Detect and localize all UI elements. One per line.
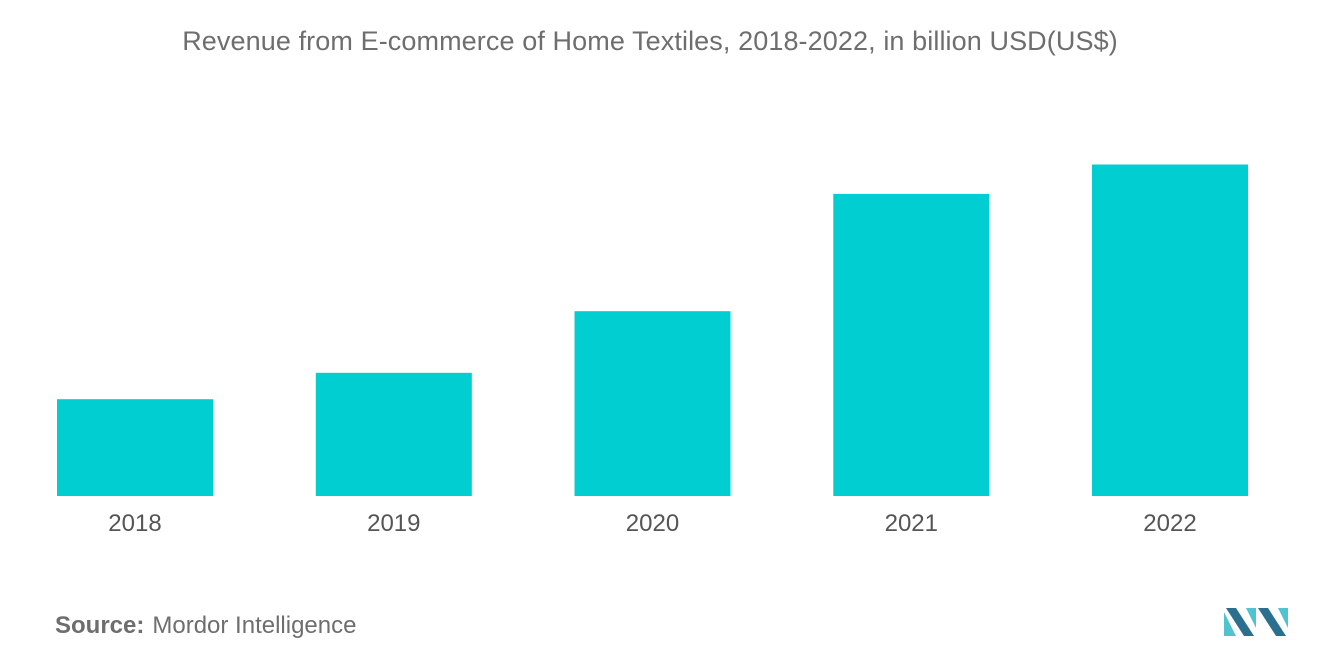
logo-mid-stroke (1246, 608, 1256, 628)
x-tick-label-2021: 2021 (885, 510, 938, 537)
source-label: Source: (55, 612, 145, 639)
bar-2018 (57, 399, 213, 496)
bar-2020 (574, 311, 731, 496)
logo-left-stroke (1224, 612, 1236, 636)
logo-right-stroke (1278, 608, 1288, 628)
x-tick-label-2022: 2022 (1143, 510, 1196, 537)
source-note: Source: Mordor Intelligence (55, 612, 356, 640)
bar-2022 (1092, 164, 1248, 496)
x-axis-ticks: 2018 2019 2020 2021 2022 (108, 510, 1196, 537)
logo-left-diagonal (1226, 608, 1254, 636)
source-text: Mordor Intelligence (152, 612, 357, 639)
x-tick-label-2020: 2020 (626, 510, 679, 537)
chart-title: Revenue from E-commerce of Home Textiles… (182, 26, 1118, 56)
x-tick-label-2018: 2018 (108, 510, 161, 537)
x-tick-label-2019: 2019 (367, 510, 420, 537)
bars-layer (57, 164, 1248, 496)
mordor-intelligence-logo (1224, 608, 1288, 636)
bar-2021 (833, 193, 990, 496)
bar-chart: 2018 2019 2020 2021 2022 (57, 164, 1248, 537)
logo-right-diagonal (1258, 608, 1286, 636)
bar-2019 (315, 372, 472, 496)
